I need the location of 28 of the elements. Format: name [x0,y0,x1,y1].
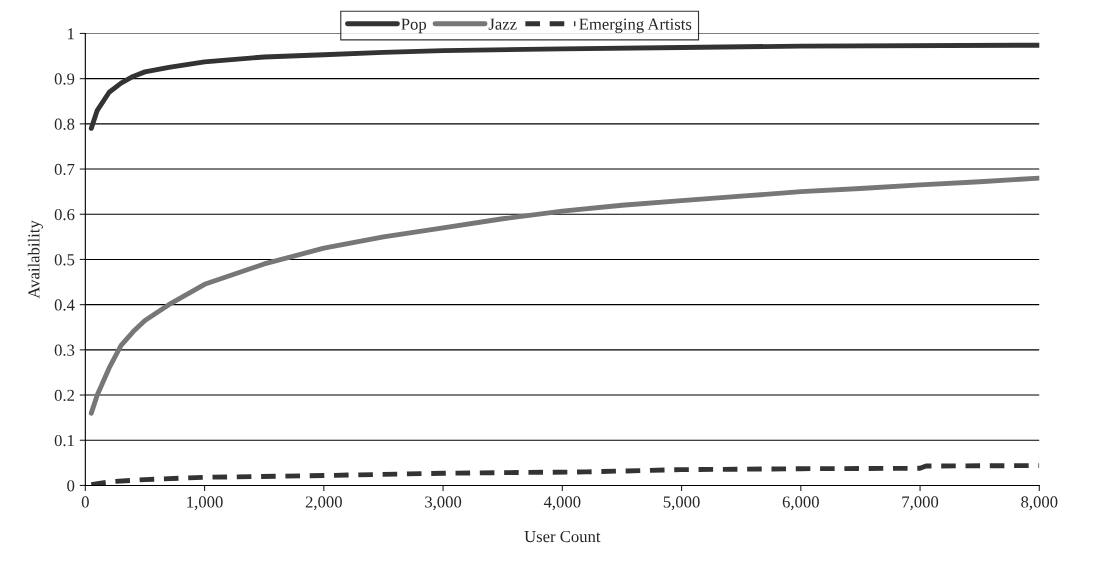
x-tick-label: 1,000 [187,496,223,510]
x-tick-label: 8,000 [1021,496,1058,510]
y-tick-label: 0.5 [54,254,75,266]
x-tick-label: 6,000 [782,496,819,510]
y-tick-label: 0 [67,480,75,492]
y-tick-label: 0.4 [54,299,75,311]
line-series [88,42,1040,131]
legend-label: Pop [401,18,427,34]
x-tick-label: 2,000 [305,496,342,510]
line-series [88,463,1040,486]
x-tick-label: 4,000 [543,496,581,510]
y-tick-label: 0.6 [54,208,75,221]
y-tick-label: 0.8 [54,118,75,130]
x-axis-title: User Count [524,530,601,543]
x-tick-label: 7,000 [902,496,939,510]
line-series [88,175,1040,416]
y-tick-label: 0.3 [54,344,75,356]
x-tick-label: 5,000 [663,496,700,510]
legend-label: Emerging Artists [579,18,692,34]
y-tick-label: 1 [68,28,74,40]
legend-label: Jazz [488,18,517,30]
x-tick-label: 0 [81,496,89,508]
y-tick-label: 0.1 [54,434,74,447]
y-axis-title: Availability [27,220,43,299]
y-tick-label: 0.9 [54,73,75,85]
y-tick-label: 0.7 [54,163,75,176]
x-tick-label: 3,000 [425,496,462,510]
y-tick-label: 0.2 [54,389,74,402]
